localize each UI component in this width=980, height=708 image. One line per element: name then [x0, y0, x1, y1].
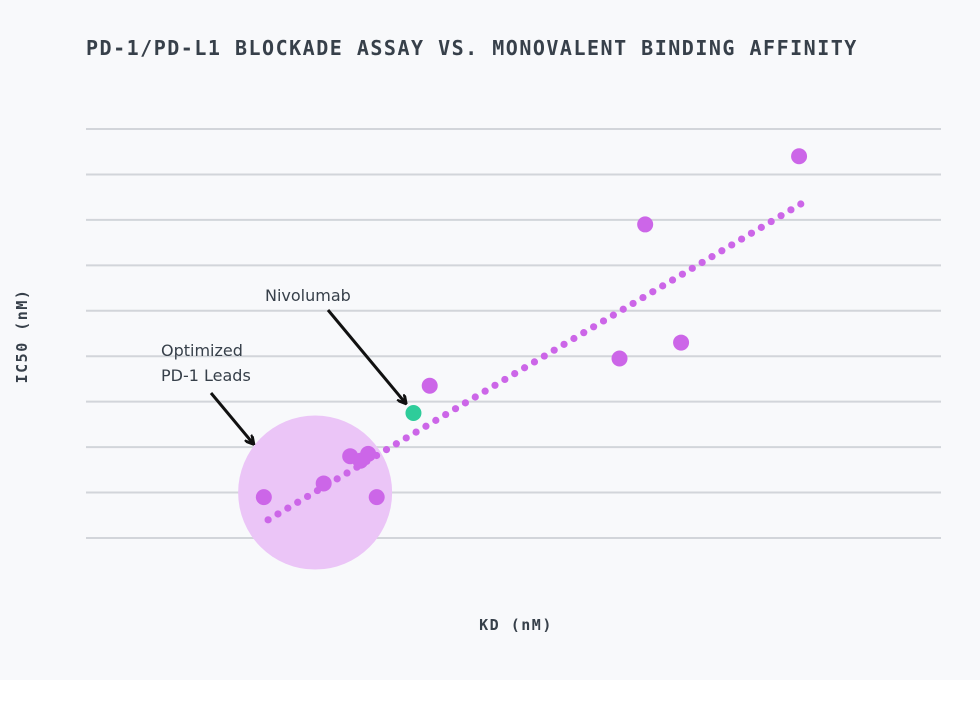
trendline-dot [501, 375, 509, 384]
chart-title: PD-1/PD-L1 BLOCKADE ASSAY VS. MONOVALENT… [86, 36, 858, 60]
trendline-dot [609, 311, 617, 319]
data-point [673, 334, 690, 351]
trendline-dot [560, 340, 568, 348]
trendline-dot [511, 370, 519, 378]
trendline-dot [580, 329, 588, 337]
trendline-dot [382, 446, 391, 454]
trendline-dot [530, 358, 539, 366]
trendline-dot [392, 440, 400, 448]
trendline-dot [442, 410, 450, 419]
trendline-dot [659, 282, 667, 290]
nivolumab-arrow [326, 309, 405, 403]
trendline-dot [451, 405, 460, 413]
trendline-dot [757, 223, 765, 231]
data-point [637, 216, 654, 233]
trendline-dot [264, 516, 272, 524]
trendline-dot [797, 200, 805, 208]
trendline-dot [688, 264, 696, 272]
gridlines [86, 128, 941, 539]
trendline-dot [540, 352, 548, 360]
trendline-dot [432, 416, 440, 424]
trendline-dot [274, 510, 282, 518]
data-point [368, 489, 385, 506]
trendline-dot [678, 270, 687, 278]
data-point [315, 475, 332, 492]
trendline-dot [590, 323, 598, 331]
trendline-dot [767, 217, 775, 226]
trendline-dot [570, 334, 578, 343]
data-point [255, 489, 272, 506]
trendline-dot [718, 247, 726, 255]
leads-label-line-2: PD-1 Leads [161, 366, 251, 385]
trendline-dot [550, 346, 558, 354]
leads-label-line-1: Optimized [161, 341, 243, 360]
nivolumab-label: Nivolumab [265, 286, 351, 305]
data-point [360, 445, 377, 462]
trendline-dot [649, 288, 657, 296]
trendline-dot [481, 387, 489, 395]
x-axis-label: KD (nM) [479, 616, 553, 634]
trendline-dot [284, 504, 292, 512]
trendline-dot [471, 393, 479, 401]
data-point [791, 148, 808, 165]
trendline-dot [461, 399, 469, 407]
annotations-layer: Nivolumab Optimized PD-1 Leads [161, 286, 405, 444]
chart-figure: PD-1/PD-L1 BLOCKADE ASSAY VS. MONOVALENT… [13, 36, 941, 634]
trendline-dot [777, 212, 785, 220]
data-points-layer [255, 148, 808, 506]
trendline-dot [737, 235, 746, 243]
trendline-dot [491, 381, 499, 389]
trendline-dot [668, 276, 677, 284]
trendline-dot [747, 229, 756, 237]
trendline-dot [402, 434, 410, 442]
trendline-dot [520, 364, 529, 372]
trendline-dot [422, 422, 430, 430]
leads-arrow [209, 392, 253, 444]
trendline-dot [303, 492, 312, 501]
trendline-dot [599, 317, 608, 325]
trendline-layer [264, 200, 805, 524]
trendline-dot [728, 241, 736, 249]
trendline-dot [343, 469, 351, 477]
trendline-dot [639, 293, 647, 302]
trendline-dot [787, 206, 795, 214]
trendline-dot [412, 428, 420, 436]
trendline-dot [698, 258, 706, 267]
data-point [421, 377, 438, 394]
trendline-dot [708, 253, 716, 261]
trendline-dot [294, 498, 302, 506]
plot-area: Nivolumab Optimized PD-1 Leads [86, 128, 941, 570]
data-point [611, 350, 628, 367]
nivolumab-point [405, 405, 422, 422]
trendline-dot [629, 299, 637, 308]
trendline-dot [333, 475, 341, 483]
trendline-dot [619, 305, 627, 313]
